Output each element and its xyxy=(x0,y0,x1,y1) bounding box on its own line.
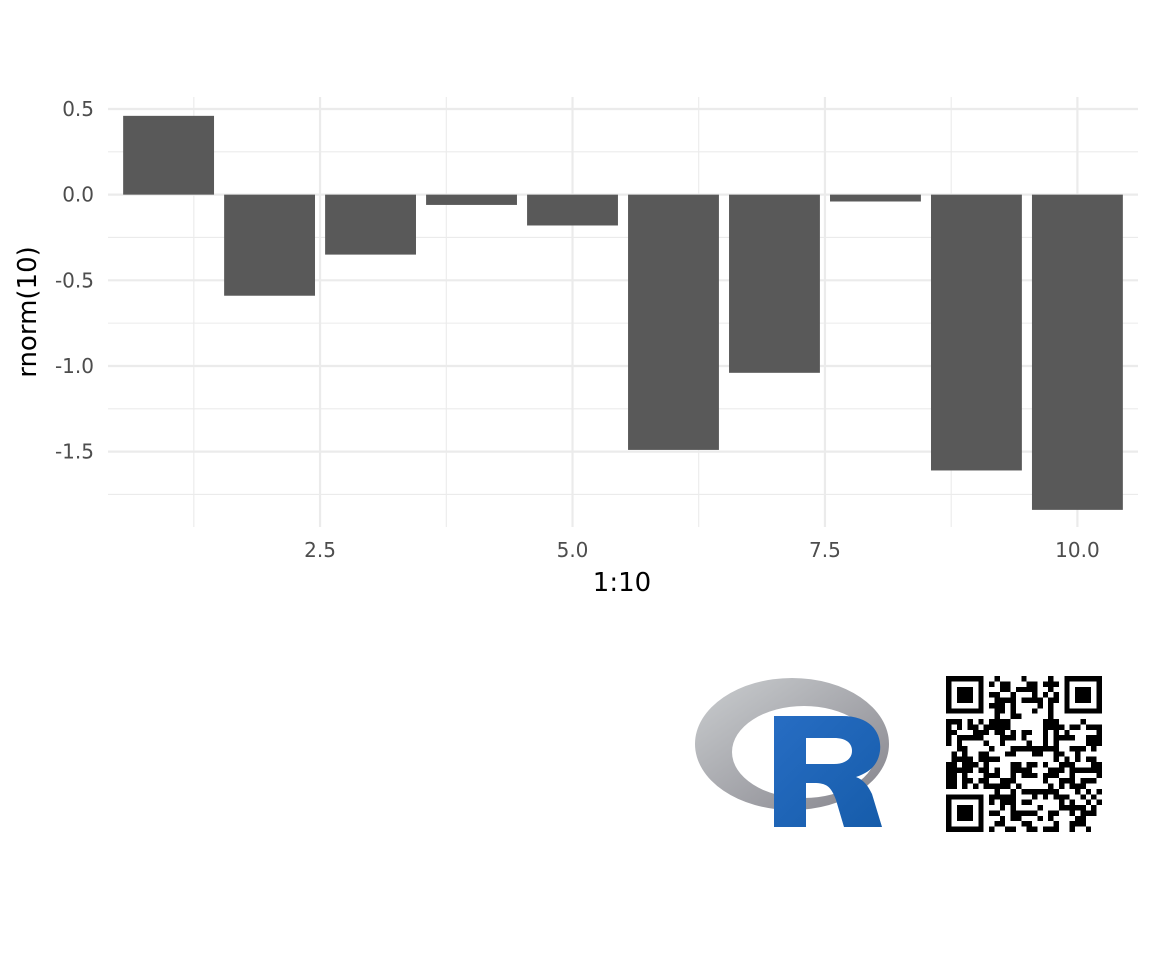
y-axis-title: rnorm(10) xyxy=(13,246,43,378)
y-tick-label: 0.0 xyxy=(62,183,94,207)
bar-3 xyxy=(325,194,416,255)
bar-9 xyxy=(930,194,1022,471)
bars-layer xyxy=(123,115,1123,510)
x-tick-label: 2.5 xyxy=(304,538,336,562)
bar-4 xyxy=(426,194,517,205)
bar-7 xyxy=(729,194,820,373)
qr-modules xyxy=(946,676,1102,832)
x-tick-label: 10.0 xyxy=(1055,538,1100,562)
x-tick-label: 7.5 xyxy=(809,538,841,562)
bar-5 xyxy=(527,194,618,226)
y-tick-label: -1.5 xyxy=(55,440,94,464)
x-tick-labels: 2.5 5.0 7.5 10.0 xyxy=(304,538,1100,562)
y-tick-label: 0.5 xyxy=(62,97,94,121)
y-tick-labels: 0.5 0.0 -0.5 -1.0 -1.5 xyxy=(55,97,94,464)
x-axis-title: 1:10 xyxy=(593,568,651,598)
y-tick-label: -1.0 xyxy=(55,354,94,378)
y-tick-label: -0.5 xyxy=(55,268,94,292)
bar-8 xyxy=(830,194,921,202)
bar-6 xyxy=(628,194,719,450)
bar-10 xyxy=(1031,194,1123,510)
bar-1 xyxy=(123,115,215,195)
x-tick-label: 5.0 xyxy=(557,538,589,562)
bar-2 xyxy=(224,194,316,296)
r-logo xyxy=(695,677,889,827)
qr-code xyxy=(946,676,1102,832)
bar-chart: 0.5 0.0 -0.5 -1.0 -1.5 2.5 5.0 7.5 10.0 1:10 rn… xyxy=(13,97,1138,598)
